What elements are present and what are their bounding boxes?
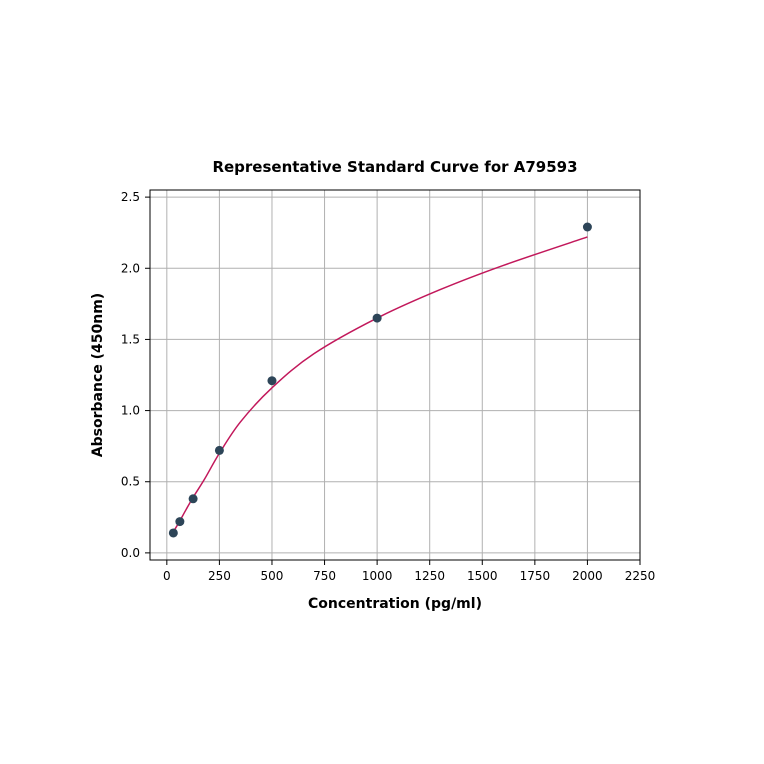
chart-title: Representative Standard Curve for A79593 — [212, 158, 577, 176]
chart-container: 0 250 500 750 1000 1250 1500 1750 2000 2250 0.0 0.5… — [0, 0, 764, 764]
data-point — [583, 223, 592, 232]
data-point — [189, 494, 198, 503]
y-tick-label: 0.0 — [121, 546, 140, 560]
x-tick-label: 250 — [208, 569, 231, 583]
fitted-curve — [171, 237, 587, 536]
x-tick-label: 2000 — [572, 569, 603, 583]
x-tick-label: 1000 — [362, 569, 393, 583]
x-tick-label: 500 — [261, 569, 284, 583]
x-tick-label: 0 — [163, 569, 171, 583]
y-tick-label: 2.5 — [121, 190, 140, 204]
data-point — [215, 446, 224, 455]
y-tick-label: 1.0 — [121, 404, 140, 418]
x-tick-label: 2250 — [625, 569, 656, 583]
x-tick-label: 1500 — [467, 569, 498, 583]
plot-border — [150, 190, 640, 560]
y-tick-label: 2.0 — [121, 261, 140, 275]
data-point — [267, 376, 276, 385]
data-point — [169, 528, 178, 537]
x-tick-label: 1250 — [414, 569, 445, 583]
standard-curve-chart: 0 250 500 750 1000 1250 1500 1750 2000 2250 0.0 0.5… — [0, 0, 764, 764]
x-axis-label: Concentration (pg/ml) — [308, 596, 482, 612]
x-tick-label: 1750 — [520, 569, 551, 583]
y-axis-label: Absorbance (450nm) — [90, 293, 106, 457]
y-tick-label: 0.5 — [121, 475, 140, 489]
x-tick-label: 750 — [313, 569, 336, 583]
y-tick-label: 1.5 — [121, 332, 140, 346]
data-point — [175, 517, 184, 526]
data-point — [373, 314, 382, 323]
